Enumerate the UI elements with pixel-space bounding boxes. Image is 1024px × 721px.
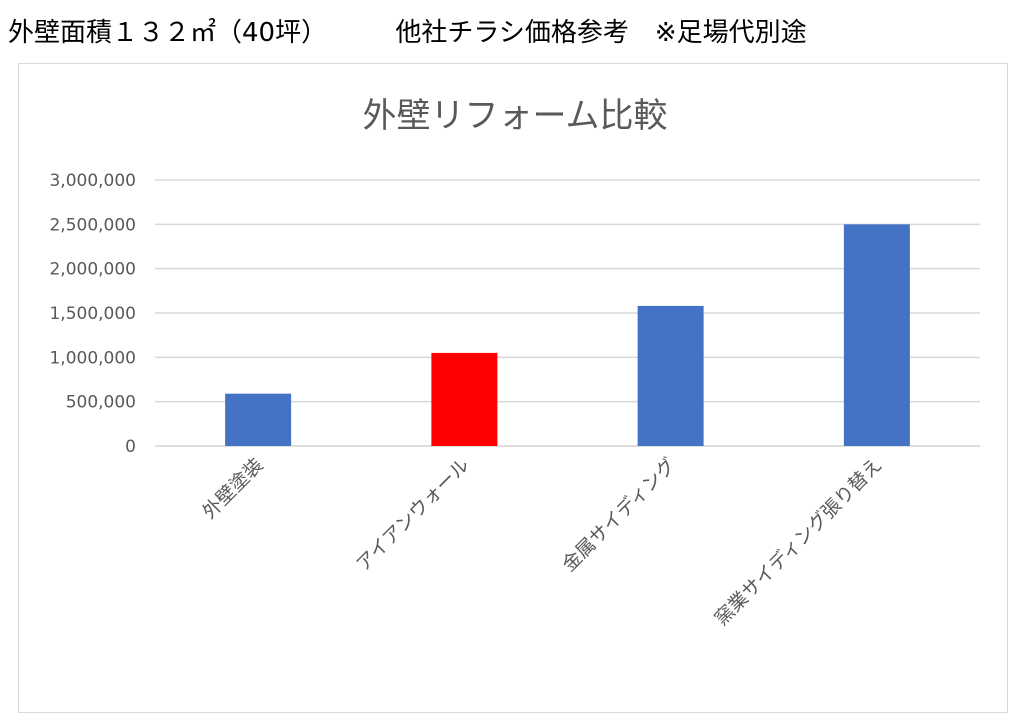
y-tick-label: 3,000,000 bbox=[49, 171, 136, 191]
y-tick-label: 1,500,000 bbox=[49, 304, 136, 324]
bar bbox=[637, 305, 704, 446]
y-tick-label: 0 bbox=[125, 437, 136, 457]
bar bbox=[225, 393, 292, 446]
chart-frame bbox=[18, 63, 1008, 713]
bar bbox=[431, 352, 498, 446]
x-category-label: アイアンウォール bbox=[352, 454, 474, 576]
y-tick-label: 2,500,000 bbox=[49, 215, 136, 235]
y-tick-label: 1,000,000 bbox=[49, 348, 136, 368]
grid-lines bbox=[155, 179, 980, 447]
x-category-label: 金属サイディング bbox=[558, 454, 680, 576]
header-area-text: 外壁面積１３２㎡（40坪） bbox=[8, 18, 328, 48]
y-tick-label: 2,000,000 bbox=[49, 260, 136, 280]
x-category-label: 窯業サイディング張り替え bbox=[711, 454, 887, 630]
bar bbox=[843, 224, 910, 446]
header-note-text: 他社チラシ価格参考 ※足場代別途 bbox=[395, 18, 807, 48]
bars bbox=[225, 224, 910, 446]
y-tick-label: 500,000 bbox=[66, 393, 136, 413]
x-axis-categories: 外壁塗装 アイアンウォール 金属サイディング 窯業サイディング張り替え bbox=[198, 453, 887, 630]
page-header: 外壁面積１３２㎡（40坪） 他社チラシ価格参考 ※足場代別途 bbox=[8, 12, 1016, 48]
y-axis-ticks: 0 500,000 1,000,000 1,500,000 2,000,000 2,500… bbox=[49, 171, 136, 457]
x-category-label: 外壁塗装 bbox=[198, 453, 268, 523]
chart-title: 外壁リフォーム比較 bbox=[363, 96, 668, 136]
